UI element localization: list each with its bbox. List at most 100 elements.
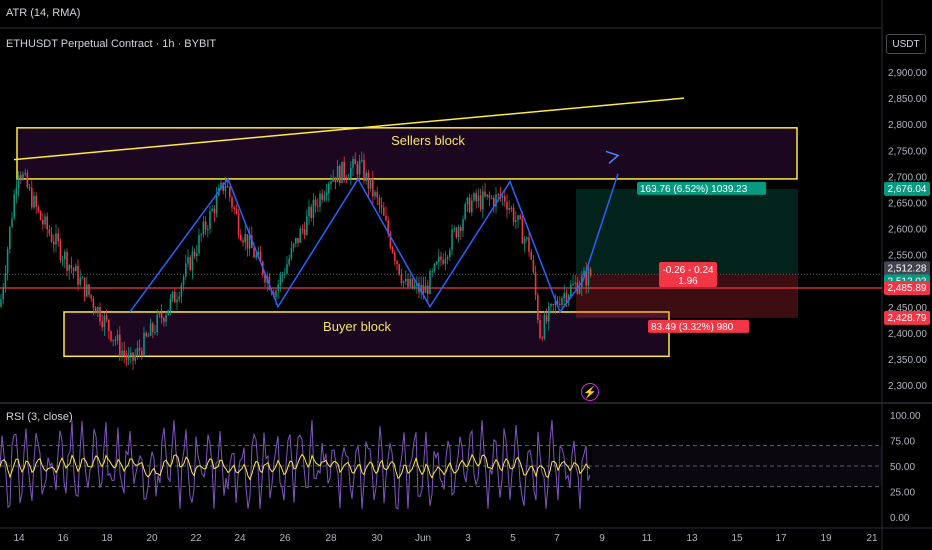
candle-body — [15, 187, 18, 195]
candle-body — [356, 164, 359, 175]
candle-body — [88, 284, 90, 295]
candle-body — [112, 339, 114, 341]
time-axis-tick: 20 — [146, 533, 158, 544]
candle-body — [387, 220, 389, 234]
candle-body — [517, 215, 519, 221]
candle-body — [147, 335, 150, 337]
candle-body — [72, 268, 75, 272]
candle-body — [233, 207, 235, 209]
candle-body — [589, 268, 592, 276]
target-label-text: 163.76 (6.52%) 1039.23 — [640, 184, 748, 195]
candle-body — [248, 235, 251, 249]
candle-body — [460, 227, 462, 231]
position-center-label: -0.26 - 0.241.96 — [659, 262, 717, 287]
candle-body — [35, 195, 37, 207]
candle-body — [90, 294, 92, 299]
price-tag: 2,428.79 — [884, 310, 930, 325]
candle-body — [264, 274, 266, 283]
candle-body — [13, 194, 15, 219]
candle-body — [310, 206, 312, 218]
candle-body — [20, 175, 22, 180]
candle-body — [427, 285, 429, 295]
center-label-bg — [659, 262, 717, 287]
target-label-bg — [637, 181, 767, 195]
time-axis-tick: 17 — [775, 533, 787, 544]
candle-body — [321, 193, 323, 200]
price-axis-tick: 2,850.00 — [888, 94, 927, 105]
candle-body — [202, 221, 205, 235]
candle-body — [457, 227, 460, 238]
candle-body — [341, 161, 343, 183]
candle-body — [297, 237, 299, 243]
candle-body — [369, 178, 372, 189]
time-axis-tick: 11 — [642, 533, 653, 544]
candle-body — [501, 196, 504, 198]
candle-body — [4, 273, 7, 288]
lightning-icon[interactable]: ⚡ — [581, 383, 599, 401]
price-axis-tick: 2,550.00 — [888, 251, 927, 262]
candle-body — [259, 252, 262, 262]
candle-body — [422, 284, 425, 293]
candle-body — [50, 233, 53, 242]
candle-body — [574, 282, 576, 284]
candle-body — [345, 177, 348, 179]
candle-body — [224, 185, 227, 192]
candle-body — [490, 197, 493, 199]
time-axis-tick: 19 — [820, 533, 832, 544]
candle-body — [57, 233, 59, 242]
candle-body — [103, 315, 106, 328]
price-tag-bg — [884, 181, 930, 196]
candle-body — [477, 195, 480, 202]
candle-body — [350, 167, 352, 179]
target-zone — [576, 188, 798, 275]
time-axis-tick: 22 — [190, 533, 202, 544]
atr-indicator-label[interactable]: ATR (14, RMA) — [6, 7, 81, 19]
candle-body — [75, 265, 77, 272]
candle-body — [64, 251, 66, 260]
candle-body — [213, 208, 216, 214]
candle-body — [512, 208, 515, 222]
candle-body — [193, 251, 196, 256]
candle-body — [130, 352, 132, 356]
stop-label: 83.49 (3.32%) 980 — [648, 319, 750, 333]
rsi-axis-tick: 50.00 — [890, 462, 915, 473]
candle-body — [407, 278, 409, 287]
candle-body — [66, 251, 68, 271]
candle-body — [475, 193, 477, 202]
candle-body — [160, 312, 163, 319]
candle-body — [554, 300, 557, 306]
candle-body — [550, 304, 552, 307]
candle-body — [145, 332, 147, 337]
candle-body — [61, 259, 64, 261]
candle-body — [537, 295, 539, 321]
candle-body — [332, 177, 334, 182]
currency-button[interactable]: USDT — [886, 34, 926, 54]
candle-body — [295, 237, 297, 244]
candle-body — [169, 298, 172, 311]
candle-body — [314, 199, 317, 206]
candle-body — [31, 187, 33, 208]
rsi-indicator-label[interactable]: RSI (3, close) — [6, 411, 73, 423]
candle-body — [396, 260, 398, 265]
candle-body — [24, 172, 26, 175]
candle-body — [539, 320, 541, 338]
candle-body — [292, 243, 295, 248]
price-axis-tick: 2,400.00 — [888, 329, 927, 340]
candle-body — [182, 276, 185, 285]
candle-body — [26, 172, 29, 188]
candle-body — [281, 274, 284, 276]
candle-body — [86, 284, 88, 297]
candle-body — [42, 220, 44, 225]
candle-body — [323, 195, 326, 200]
zone-label: Sellers block — [391, 133, 465, 148]
candle-body — [143, 332, 145, 356]
candle-body — [336, 165, 339, 183]
time-axis-tick: 9 — [599, 533, 605, 544]
rsi-line — [0, 420, 591, 510]
time-axis-tick: 30 — [371, 533, 383, 544]
rsi-band-fill — [592, 445, 882, 487]
candle-body — [561, 297, 563, 306]
candle-body — [523, 238, 526, 244]
candle-body — [587, 268, 590, 286]
